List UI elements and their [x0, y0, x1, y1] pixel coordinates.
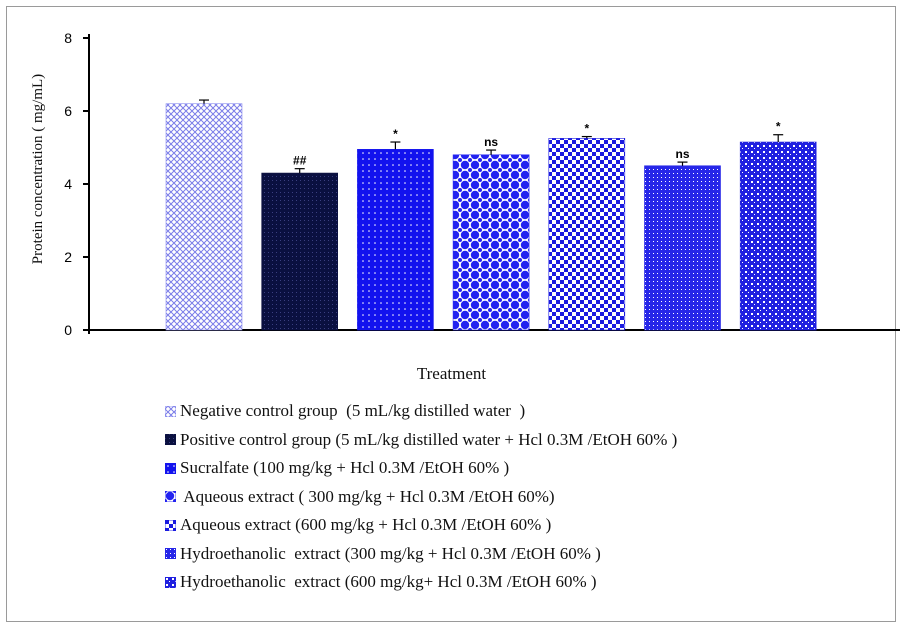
- legend-label: Hydroethanolic extract (600 mg/kg+ Hcl 0…: [180, 572, 597, 592]
- legend-swatch: [165, 576, 176, 588]
- legend-label: Hydroethanolic extract (300 mg/kg + Hcl …: [180, 543, 601, 563]
- bar: [548, 138, 626, 331]
- bar: [644, 165, 721, 331]
- legend-item: Positive control group (5 mL/kg distille…: [165, 426, 677, 455]
- legend-label: Aqueous extract (600 mg/kg + Hcl 0.3M /E…: [180, 515, 552, 535]
- figure-frame: [6, 6, 896, 622]
- bars-group: ## * ns * ns *: [165, 99, 817, 331]
- legend-swatch: [165, 519, 176, 531]
- legend-item: Aqueous extract (600 mg/kg + Hcl 0.3M /E…: [165, 511, 677, 540]
- bar: [261, 172, 339, 331]
- legend-item: Sucralfate (100 mg/kg + Hcl 0.3M /EtOH 6…: [165, 454, 677, 483]
- y-tick-label: 4: [64, 176, 72, 192]
- y-tick-label: 8: [64, 30, 72, 46]
- legend: Negative control group (5 mL/kg distille…: [165, 397, 677, 597]
- legend-item: Hydroethanolic extract (600 mg/kg+ Hcl 0…: [165, 568, 677, 597]
- y-tick-label: 0: [64, 322, 72, 338]
- significance-label: *: [393, 127, 398, 141]
- legend-swatch: [165, 405, 176, 417]
- significance-label: *: [584, 122, 589, 136]
- legend-label: Aqueous extract ( 300 mg/kg + Hcl 0.3M /…: [180, 486, 555, 506]
- bar: [739, 141, 817, 331]
- legend-swatch: [165, 491, 176, 503]
- bar: [452, 154, 530, 331]
- legend-item: Negative control group (5 mL/kg distille…: [165, 397, 677, 426]
- y-tick-label: 6: [64, 103, 72, 119]
- significance-label: ##: [293, 154, 307, 168]
- y-axis-label: Protein concentration ( mg/mL): [30, 74, 46, 264]
- bar: [357, 149, 434, 331]
- legend-swatch: [165, 462, 176, 474]
- significance-label: *: [776, 120, 781, 134]
- legend-swatch: [165, 548, 176, 560]
- bar: [165, 103, 243, 331]
- legend-label: Negative control group (5 mL/kg distille…: [180, 401, 526, 421]
- legend-label: Positive control group (5 mL/kg distille…: [180, 429, 678, 449]
- bar-chart: Protein concentration ( mg/mL) 0 2 4 6 8 ## *…: [30, 30, 900, 338]
- legend-item: Hydroethanolic extract (300 mg/kg + Hcl …: [165, 540, 677, 569]
- legend-item: Aqueous extract ( 300 mg/kg + Hcl 0.3M /…: [165, 483, 677, 512]
- legend-label: Sucralfate (100 mg/kg + Hcl 0.3M /EtOH 6…: [180, 458, 510, 478]
- significance-label: ns: [484, 135, 498, 149]
- legend-swatch: [165, 434, 176, 446]
- x-axis-title: Treatment: [416, 364, 487, 383]
- y-tick-label: 2: [64, 249, 72, 265]
- significance-label: ns: [675, 147, 689, 161]
